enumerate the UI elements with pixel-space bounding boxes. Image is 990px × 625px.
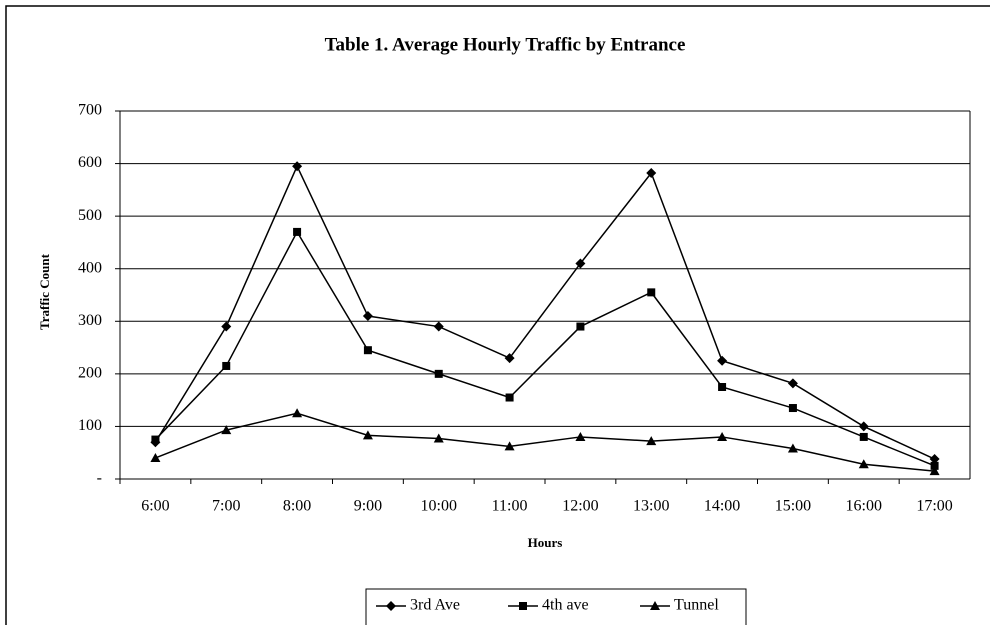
- series-line: [155, 412, 935, 472]
- series-line: [154, 230, 935, 467]
- point-square: [222, 361, 231, 370]
- x-tick-label: 12:00: [562, 498, 598, 515]
- point-diamond: [362, 311, 373, 322]
- point-triangle: [150, 452, 161, 462]
- legend-box: [365, 588, 747, 625]
- point-diamond: [504, 353, 515, 364]
- point-diamond: [646, 168, 657, 179]
- point-triangle: [362, 430, 373, 440]
- point-diamond: [386, 601, 396, 611]
- x-tick-label: 11:00: [492, 498, 528, 515]
- point-triangle: [575, 431, 586, 441]
- point-triangle: [504, 441, 515, 451]
- chart-frame: [5, 5, 990, 625]
- y-tick-label: 400: [78, 259, 102, 276]
- point-diamond: [717, 355, 728, 366]
- point-triangle: [787, 443, 798, 453]
- x-tick-label: 13:00: [633, 498, 669, 515]
- point-square: [576, 322, 585, 331]
- point-diamond: [221, 321, 232, 332]
- point-square: [930, 461, 939, 470]
- point-square: [505, 393, 514, 402]
- y-tick-label: -: [97, 470, 102, 487]
- y-tick-label: 200: [78, 365, 102, 382]
- point-triangle: [646, 436, 657, 446]
- x-tick-label: 8:00: [283, 498, 311, 515]
- point-square: [718, 383, 727, 391]
- point-triangle: [929, 466, 940, 476]
- legend-label: Tunnel: [674, 597, 719, 614]
- point-square: [647, 288, 656, 297]
- point-diamond: [929, 454, 940, 465]
- x-tick-label: 15:00: [775, 498, 811, 515]
- chart-title: Table 1. Average Hourly Traffic by Entra…: [325, 34, 686, 55]
- point-square: [519, 602, 527, 610]
- point-diamond: [787, 378, 798, 389]
- point-diamond: [575, 258, 586, 269]
- point-triangle: [858, 459, 869, 469]
- point-square: [859, 432, 868, 441]
- point-square: [151, 435, 160, 444]
- x-tick-label: 10:00: [421, 498, 457, 515]
- point-triangle: [292, 408, 303, 418]
- y-tick-label: 600: [78, 154, 102, 171]
- point-square: [363, 346, 372, 355]
- point-triangle: [717, 431, 728, 441]
- x-tick-label: 14:00: [704, 498, 740, 515]
- x-tick-label: 6:00: [141, 498, 169, 515]
- legend-label: 4th ave: [542, 597, 589, 614]
- point-diamond: [858, 421, 869, 432]
- point-triangle: [650, 601, 660, 610]
- point-square: [293, 227, 302, 236]
- x-tick-label: 9:00: [354, 498, 382, 515]
- x-tick-label: 16:00: [846, 498, 882, 515]
- x-axis-label: Hours: [528, 535, 563, 550]
- point-diamond: [433, 321, 444, 332]
- y-tick-label: 500: [78, 207, 102, 224]
- y-tick-label: 700: [78, 102, 102, 119]
- point-triangle: [221, 425, 232, 435]
- y-tick-label: 300: [78, 312, 102, 329]
- x-tick-label: 7:00: [212, 498, 240, 515]
- y-tick-label: 100: [78, 417, 102, 434]
- series-line: [154, 164, 935, 460]
- legend: 3rd Ave 4th ave Tunnel: [365, 588, 747, 625]
- point-square: [434, 369, 443, 378]
- x-tick-label: 17:00: [916, 498, 952, 515]
- point-diamond: [292, 161, 303, 172]
- point-triangle: [433, 433, 444, 443]
- legend-label: 3rd Ave: [410, 597, 460, 614]
- y-axis-label: Traffic Count: [37, 253, 52, 330]
- point-square: [788, 404, 797, 413]
